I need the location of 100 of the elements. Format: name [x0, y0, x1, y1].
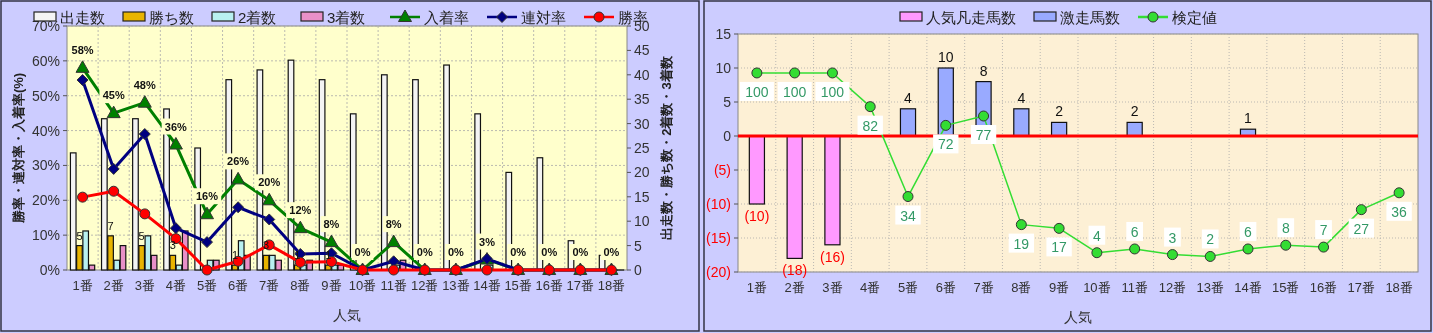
x-tick-label: 6番	[227, 278, 249, 293]
data-label: 16%	[195, 190, 219, 203]
x-tick-label: 18番	[1385, 280, 1413, 295]
x-tick-label: 8番	[290, 278, 311, 293]
x-tick-label: 9番	[321, 278, 342, 293]
data-label: 1	[294, 249, 301, 262]
data-label: 0%	[541, 246, 558, 258]
y-tick-label: 20%	[31, 192, 60, 209]
y2-tick-label: 0	[634, 262, 642, 278]
data-label: 4	[904, 89, 913, 106]
x-tick-label: 16番	[535, 278, 563, 293]
data-label: 82	[862, 117, 879, 134]
data-label: 17	[1051, 239, 1068, 256]
x-axis-title: 人気	[1064, 309, 1092, 325]
x-tick-label: 7番	[259, 278, 280, 293]
x-tick-label: 4番	[860, 280, 881, 295]
data-label: 3	[263, 239, 270, 252]
data-label: 5	[138, 229, 145, 242]
y-axis-title: 勝率・連対率・入着率(%)	[11, 72, 26, 225]
data-label: 3	[1168, 229, 1177, 246]
y-tick-label: (20)	[706, 264, 731, 280]
data-label: 8	[979, 62, 988, 79]
x-tick-label: 7番	[973, 280, 994, 295]
x-tick-label: 17番	[566, 278, 595, 293]
x-tick-label: 6番	[935, 280, 956, 295]
data-label: 34	[900, 207, 916, 224]
data-label: 8%	[323, 218, 340, 231]
x-tick-label: 11番	[1121, 280, 1148, 295]
data-label: 3%	[479, 235, 496, 248]
x-tick-label: 14番	[473, 278, 501, 293]
x-tick-label: 3番	[134, 278, 155, 293]
data-label: 0%	[510, 246, 527, 258]
y-tick-label: (10)	[706, 196, 731, 212]
data-label: 0%	[416, 246, 433, 258]
x-tick-label: 2番	[103, 278, 124, 293]
data-label: (16)	[819, 248, 845, 265]
data-label: 3	[169, 239, 176, 252]
x-tick-label: 9番	[1048, 280, 1070, 295]
y-tick-label: 30%	[31, 157, 60, 174]
y2-axis-title: 出走数・勝ち数・2着数・3着数	[659, 55, 674, 240]
x-tick-label: 18番	[597, 278, 626, 293]
data-label: 77	[975, 127, 992, 144]
data-label: 2	[1130, 103, 1139, 120]
y2-tick-label: 15	[634, 188, 650, 205]
legend-label: 検定値	[1172, 9, 1217, 26]
data-label: 8%	[385, 218, 402, 231]
data-label: 45%	[102, 89, 125, 102]
y2-tick-label: 30	[634, 115, 650, 132]
x-tick-label: 13番	[1196, 280, 1224, 295]
x-tick-label: 3番	[822, 280, 843, 295]
data-label: 27	[1353, 220, 1370, 237]
legend-label: 入着率	[424, 9, 469, 26]
x-tick-label: 10番	[1083, 280, 1111, 295]
data-label: (18)	[782, 262, 808, 279]
data-label: 48%	[133, 78, 156, 91]
data-label: 2	[1055, 103, 1064, 120]
x-tick-label: 14番	[1234, 280, 1262, 295]
x-tick-label: 1番	[746, 280, 768, 295]
x-tick-label: 13番	[442, 278, 470, 293]
y2-tick-label: 45	[634, 42, 650, 59]
x-tick-label: 17番	[1347, 280, 1376, 295]
legend-label: 人気凡走馬数	[926, 9, 1016, 26]
x-tick-label: 1番	[72, 278, 93, 293]
data-label: 20%	[258, 176, 281, 189]
y2-tick-label: 5	[634, 237, 642, 254]
x-tick-label: 11番	[380, 278, 407, 293]
data-label: 100	[745, 83, 769, 100]
y-tick-label: 60%	[31, 52, 60, 69]
data-label: 1	[231, 249, 239, 262]
y2-tick-label: 35	[634, 91, 650, 108]
y-tick-label: 40%	[31, 122, 60, 139]
data-label: 36	[1391, 203, 1408, 220]
data-label: 4	[1017, 89, 1026, 106]
y-tick-label: 5	[723, 94, 732, 110]
data-label: 72	[937, 136, 954, 153]
y-tick-label: 70%	[31, 18, 60, 34]
x-tick-label: 5番	[897, 280, 919, 295]
x-tick-label: 15番	[504, 278, 532, 293]
data-label: 19	[1013, 235, 1030, 252]
data-label: 7	[107, 219, 114, 232]
y2-tick-label: 10	[634, 213, 650, 230]
data-label: 5	[76, 229, 83, 242]
legend-label: 連対率	[521, 9, 566, 26]
x-tick-label: 16番	[1309, 280, 1338, 295]
x-tick-label: 5番	[196, 278, 218, 293]
data-label: 26%	[227, 155, 250, 168]
x-tick-label: 12番	[1158, 280, 1187, 295]
y-tick-label: 0%	[39, 262, 60, 278]
data-label: 0%	[447, 246, 465, 258]
y2-tick-label: 40	[634, 66, 650, 83]
data-label: 0%	[572, 246, 589, 258]
data-label: 36%	[164, 120, 188, 133]
data-label: 6	[1130, 223, 1139, 240]
data-label: 58%	[71, 43, 94, 56]
y-tick-label: 10	[715, 60, 732, 76]
data-label: 2	[1206, 231, 1215, 248]
x-tick-label: 4番	[165, 278, 187, 293]
y-tick-label: (15)	[706, 230, 731, 246]
legend-label: 3着数	[327, 9, 366, 26]
y-tick-label: 15	[715, 26, 732, 42]
